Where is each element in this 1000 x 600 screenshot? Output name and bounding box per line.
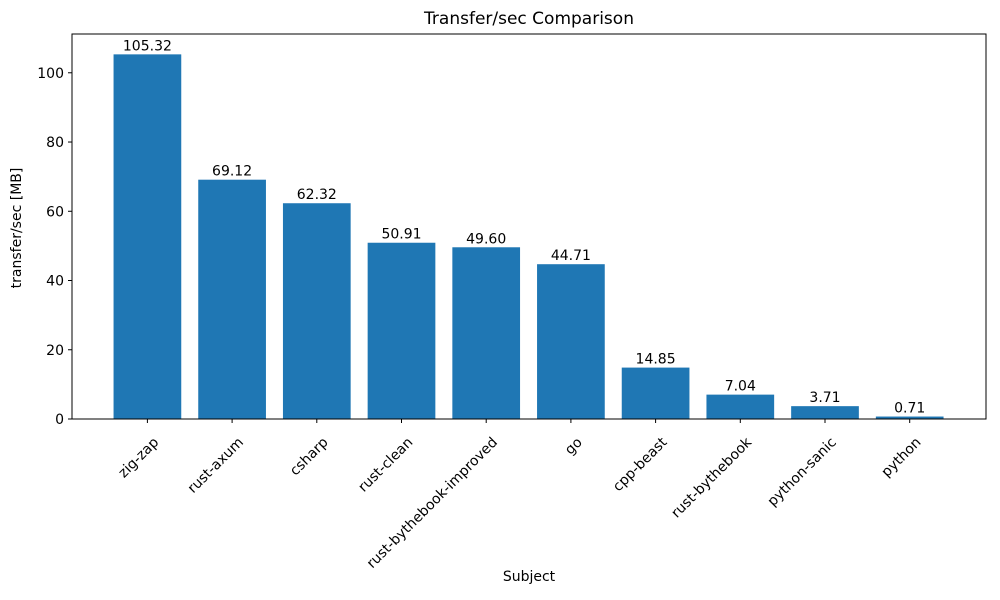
x-axis-ticks: zig-zap rust-axum csharp rust-clean rust-byt… [116,419,925,572]
y-axis-ticks: 0 20 40 60 80 100 [37,66,72,428]
bar-labels-group: 105.32 69.12 62.32 50.91 49.60 44.71 14.85 7.04… [123,38,925,416]
bar-value-label: 105.32 [123,38,172,54]
x-tick-label: cpp-beast [610,434,671,495]
bar-value-label: 50.91 [381,227,421,243]
bar [537,264,605,419]
bar [875,416,944,419]
bar-value-label: 7.04 [725,379,756,395]
x-tick-label: python-sanic [765,435,840,510]
y-tick-label: 40 [46,274,64,290]
x-tick-label: python [879,435,925,481]
bar [452,247,521,419]
y-tick-label: 100 [37,66,64,82]
bar-value-label: 14.85 [636,352,676,368]
y-tick-label: 80 [46,135,64,151]
bar-value-label: 0.71 [894,401,925,417]
bar [621,367,690,419]
x-tick-label: rust-clean [355,435,416,496]
y-axis-label: transfer/sec [MB] [9,168,25,289]
bar [791,406,859,419]
bar [113,54,182,420]
bar [282,203,351,419]
x-tick-label: rust-axum [185,435,247,497]
bar-value-label: 3.71 [809,390,840,406]
bars-group [113,54,944,420]
x-tick-label: rust-bythebook [668,434,755,521]
y-tick-label: 20 [46,343,64,359]
bar [367,242,436,419]
x-axis-label: Subject [503,569,556,585]
bar-value-label: 62.32 [297,187,337,203]
plot-border [71,33,987,420]
x-tick-label: zig-zap [116,434,163,481]
bar [198,179,266,419]
y-tick-label: 60 [46,204,64,220]
x-tick-label: go [562,435,586,459]
bar-value-label: 69.12 [212,164,252,180]
bar [706,394,775,419]
chart-title: Transfer/sec Comparison [423,9,634,29]
x-tick-label: csharp [287,434,332,479]
bar-value-label: 44.71 [551,248,591,264]
bar-value-label: 49.60 [466,231,506,247]
y-tick-label: 0 [55,412,64,428]
